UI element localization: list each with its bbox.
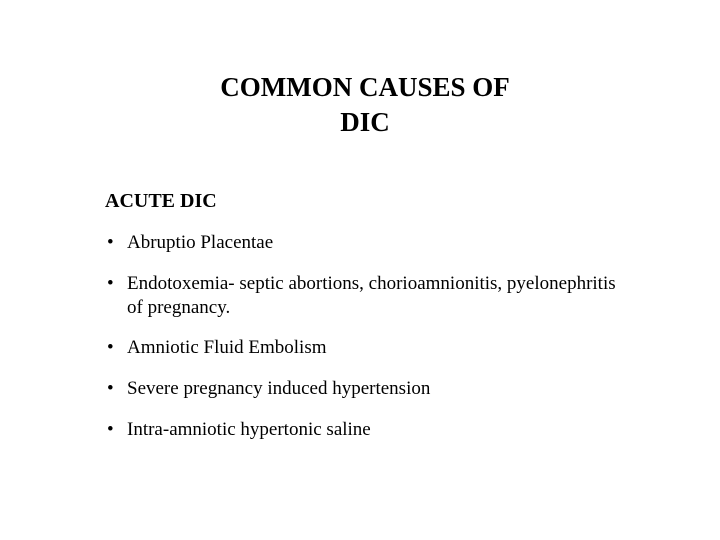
slide-title: COMMON CAUSES OF DIC [100,70,630,140]
bullet-list: Abruptio Placentae Endotoxemia- septic a… [100,231,630,442]
list-item: Endotoxemia- septic abortions, chorioamn… [105,272,630,320]
title-line-2: DIC [340,107,390,137]
title-line-1: COMMON CAUSES OF [220,72,510,102]
section-subtitle: ACUTE DIC [105,190,630,213]
list-item: Amniotic Fluid Embolism [105,336,630,360]
list-item: Abruptio Placentae [105,231,630,255]
list-item: Severe pregnancy induced hypertension [105,377,630,401]
list-item: Intra-amniotic hypertonic saline [105,418,630,442]
